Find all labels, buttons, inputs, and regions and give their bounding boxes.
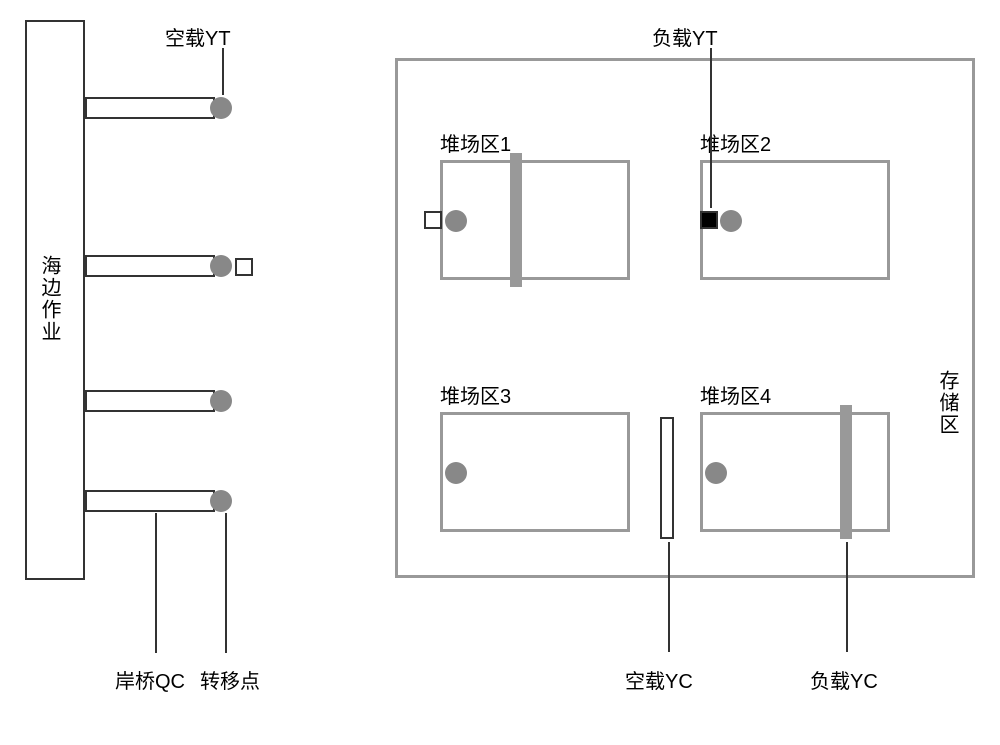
yard1-box — [440, 160, 630, 280]
yard4-box — [700, 412, 890, 532]
yard4-dot — [705, 462, 727, 484]
qc-arm-1 — [85, 97, 215, 119]
qc-label: 岸桥QC — [115, 665, 185, 694]
loaded-yt-leader — [710, 48, 712, 208]
yard1-dot — [445, 210, 467, 232]
yard4-label: 堆场区4 — [700, 380, 771, 409]
empty-yc-leader — [668, 542, 670, 652]
yard1-yc-bar — [510, 153, 522, 287]
transfer-dot-4 — [210, 490, 232, 512]
yard3-box — [440, 412, 630, 532]
qc-arm-4 — [85, 490, 215, 512]
transfer-dot-3 — [210, 390, 232, 412]
yard1-box-open — [424, 211, 442, 229]
empty-yc-label: 空载YC — [625, 665, 693, 694]
loaded-yc-leader — [846, 542, 848, 652]
storage-label: 存储区 — [938, 370, 960, 436]
yard3-label: 堆场区3 — [440, 380, 511, 409]
loaded-yc-label: 负载YC — [810, 665, 878, 694]
empty-yc-bar — [660, 417, 674, 539]
yard2-dot — [720, 210, 742, 232]
transfer-label: 转移点 — [200, 665, 260, 694]
yard3-dot — [445, 462, 467, 484]
empty-yt-label: 空载YT — [165, 22, 231, 51]
yard1-label: 堆场区1 — [440, 128, 511, 157]
transfer-leader — [225, 513, 227, 653]
empty-yt-leader — [222, 48, 224, 95]
yard4-yc-bar — [840, 405, 852, 539]
empty-yt-box — [235, 258, 253, 276]
qc-arm-2 — [85, 255, 215, 277]
qc-arm-3 — [85, 390, 215, 412]
transfer-dot-2 — [210, 255, 232, 277]
qc-leader — [155, 513, 157, 653]
sea-operations-label: 海边作业 — [40, 255, 62, 343]
yard2-box-filled — [700, 211, 718, 229]
transfer-dot-1 — [210, 97, 232, 119]
loaded-yt-label: 负载YT — [652, 22, 718, 51]
